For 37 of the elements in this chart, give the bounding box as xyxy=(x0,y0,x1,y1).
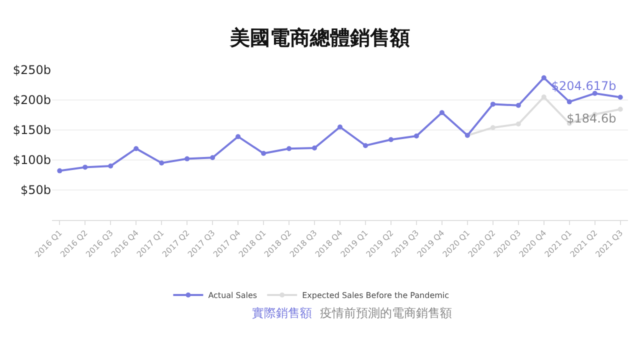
point xyxy=(82,164,88,170)
chart-title: 美國電商總體銷售額 xyxy=(229,26,410,50)
legend-label: Expected Sales Before the Pandemic xyxy=(302,291,450,300)
text: 實際銷售額 xyxy=(252,306,312,320)
point xyxy=(541,94,546,100)
point xyxy=(159,160,164,166)
point xyxy=(490,125,496,130)
data-label: $204.617b xyxy=(551,79,616,94)
point xyxy=(388,137,394,142)
y-tick-label: $100b xyxy=(12,153,51,168)
y-tick-label: $50b xyxy=(20,183,51,198)
data-label: $184.6b xyxy=(566,111,616,126)
point xyxy=(439,110,444,116)
legend-label: Actual Sales xyxy=(208,291,258,300)
point xyxy=(312,146,318,150)
point xyxy=(184,156,190,162)
point xyxy=(134,146,139,152)
point xyxy=(516,122,521,126)
point xyxy=(286,146,292,152)
y-tick-label: $150b xyxy=(12,123,51,138)
point xyxy=(566,99,572,104)
point xyxy=(618,106,623,112)
point xyxy=(108,164,114,168)
point xyxy=(362,143,368,148)
point xyxy=(618,94,623,100)
text: 疫情前預測的電商銷售額 xyxy=(320,306,452,320)
point xyxy=(541,75,546,80)
point xyxy=(490,102,496,107)
point xyxy=(338,124,342,130)
y-tick-label: $200b xyxy=(12,93,51,108)
point xyxy=(516,102,521,108)
point xyxy=(414,134,419,138)
y-tick-label: $250b xyxy=(12,63,51,78)
point xyxy=(57,168,62,174)
point xyxy=(261,150,266,156)
point xyxy=(210,155,216,160)
point xyxy=(236,134,241,140)
